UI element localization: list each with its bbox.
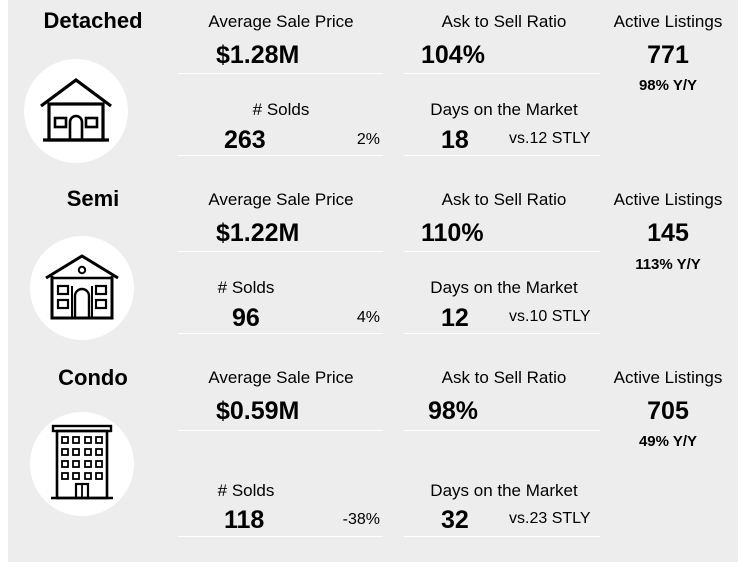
active-listings-yoy: 113% Y/Y <box>635 256 701 273</box>
days-on-market-label: Days on the Market <box>430 278 578 297</box>
days-on-market-label: Days on the Market <box>430 481 578 500</box>
solds-change: -38% <box>342 511 380 528</box>
icon-circle <box>30 412 134 516</box>
active-listings-value: 705 <box>647 397 689 425</box>
icon-circle <box>30 236 134 340</box>
avg-price-label: Average Sale Price <box>208 12 354 31</box>
active-listings-value: 771 <box>647 41 689 69</box>
days-on-market-compare: vs.12 STLY <box>509 130 591 147</box>
ask-sell-value: 98% <box>428 397 479 425</box>
solds-change: 2% <box>356 131 380 148</box>
category-title: Detached <box>43 8 143 33</box>
semi-house-icon <box>42 250 122 327</box>
category-title: Condo <box>58 365 128 390</box>
solds-value: 118 <box>224 506 265 534</box>
ask-sell-value: 110% <box>421 219 484 247</box>
solds-label: # Solds <box>217 481 275 500</box>
solds-label: # Solds <box>252 100 310 119</box>
days-on-market-label: Days on the Market <box>430 100 578 119</box>
days-on-market-compare: vs.23 STLY <box>509 510 591 527</box>
days-on-market-value: 32 <box>441 506 469 534</box>
avg-price-value: $1.28M <box>216 41 300 69</box>
ask-sell-label: Ask to Sell Ratio <box>441 12 567 31</box>
category-title: Semi <box>66 186 120 211</box>
active-listings-yoy: 49% Y/Y <box>638 433 698 450</box>
days-on-market-value: 12 <box>441 304 469 332</box>
avg-price-value: $1.22M <box>216 219 300 247</box>
days-on-market-value: 18 <box>441 126 469 154</box>
active-listings-label: Active Listings <box>613 12 723 31</box>
solds-value: 263 <box>224 126 266 154</box>
avg-price-label: Average Sale Price <box>208 190 354 209</box>
condo-building-icon <box>47 422 117 507</box>
solds-value: 96 <box>232 304 260 332</box>
days-on-market-compare: vs.10 STLY <box>509 308 591 325</box>
active-listings-label: Active Listings <box>613 368 723 387</box>
solds-label: # Solds <box>217 278 275 297</box>
avg-price-value: $0.59M <box>216 397 300 425</box>
ask-sell-label: Ask to Sell Ratio <box>441 190 567 209</box>
active-listings-value: 145 <box>647 219 689 247</box>
solds-change: 4% <box>356 309 380 326</box>
active-listings-label: Active Listings <box>613 190 723 209</box>
ask-sell-value: 104% <box>421 41 485 69</box>
detached-house-icon <box>35 74 117 149</box>
active-listings-yoy: 98% Y/Y <box>638 77 698 94</box>
avg-price-label: Average Sale Price <box>208 368 354 387</box>
ask-sell-label: Ask to Sell Ratio <box>441 368 567 387</box>
icon-circle <box>24 59 128 163</box>
